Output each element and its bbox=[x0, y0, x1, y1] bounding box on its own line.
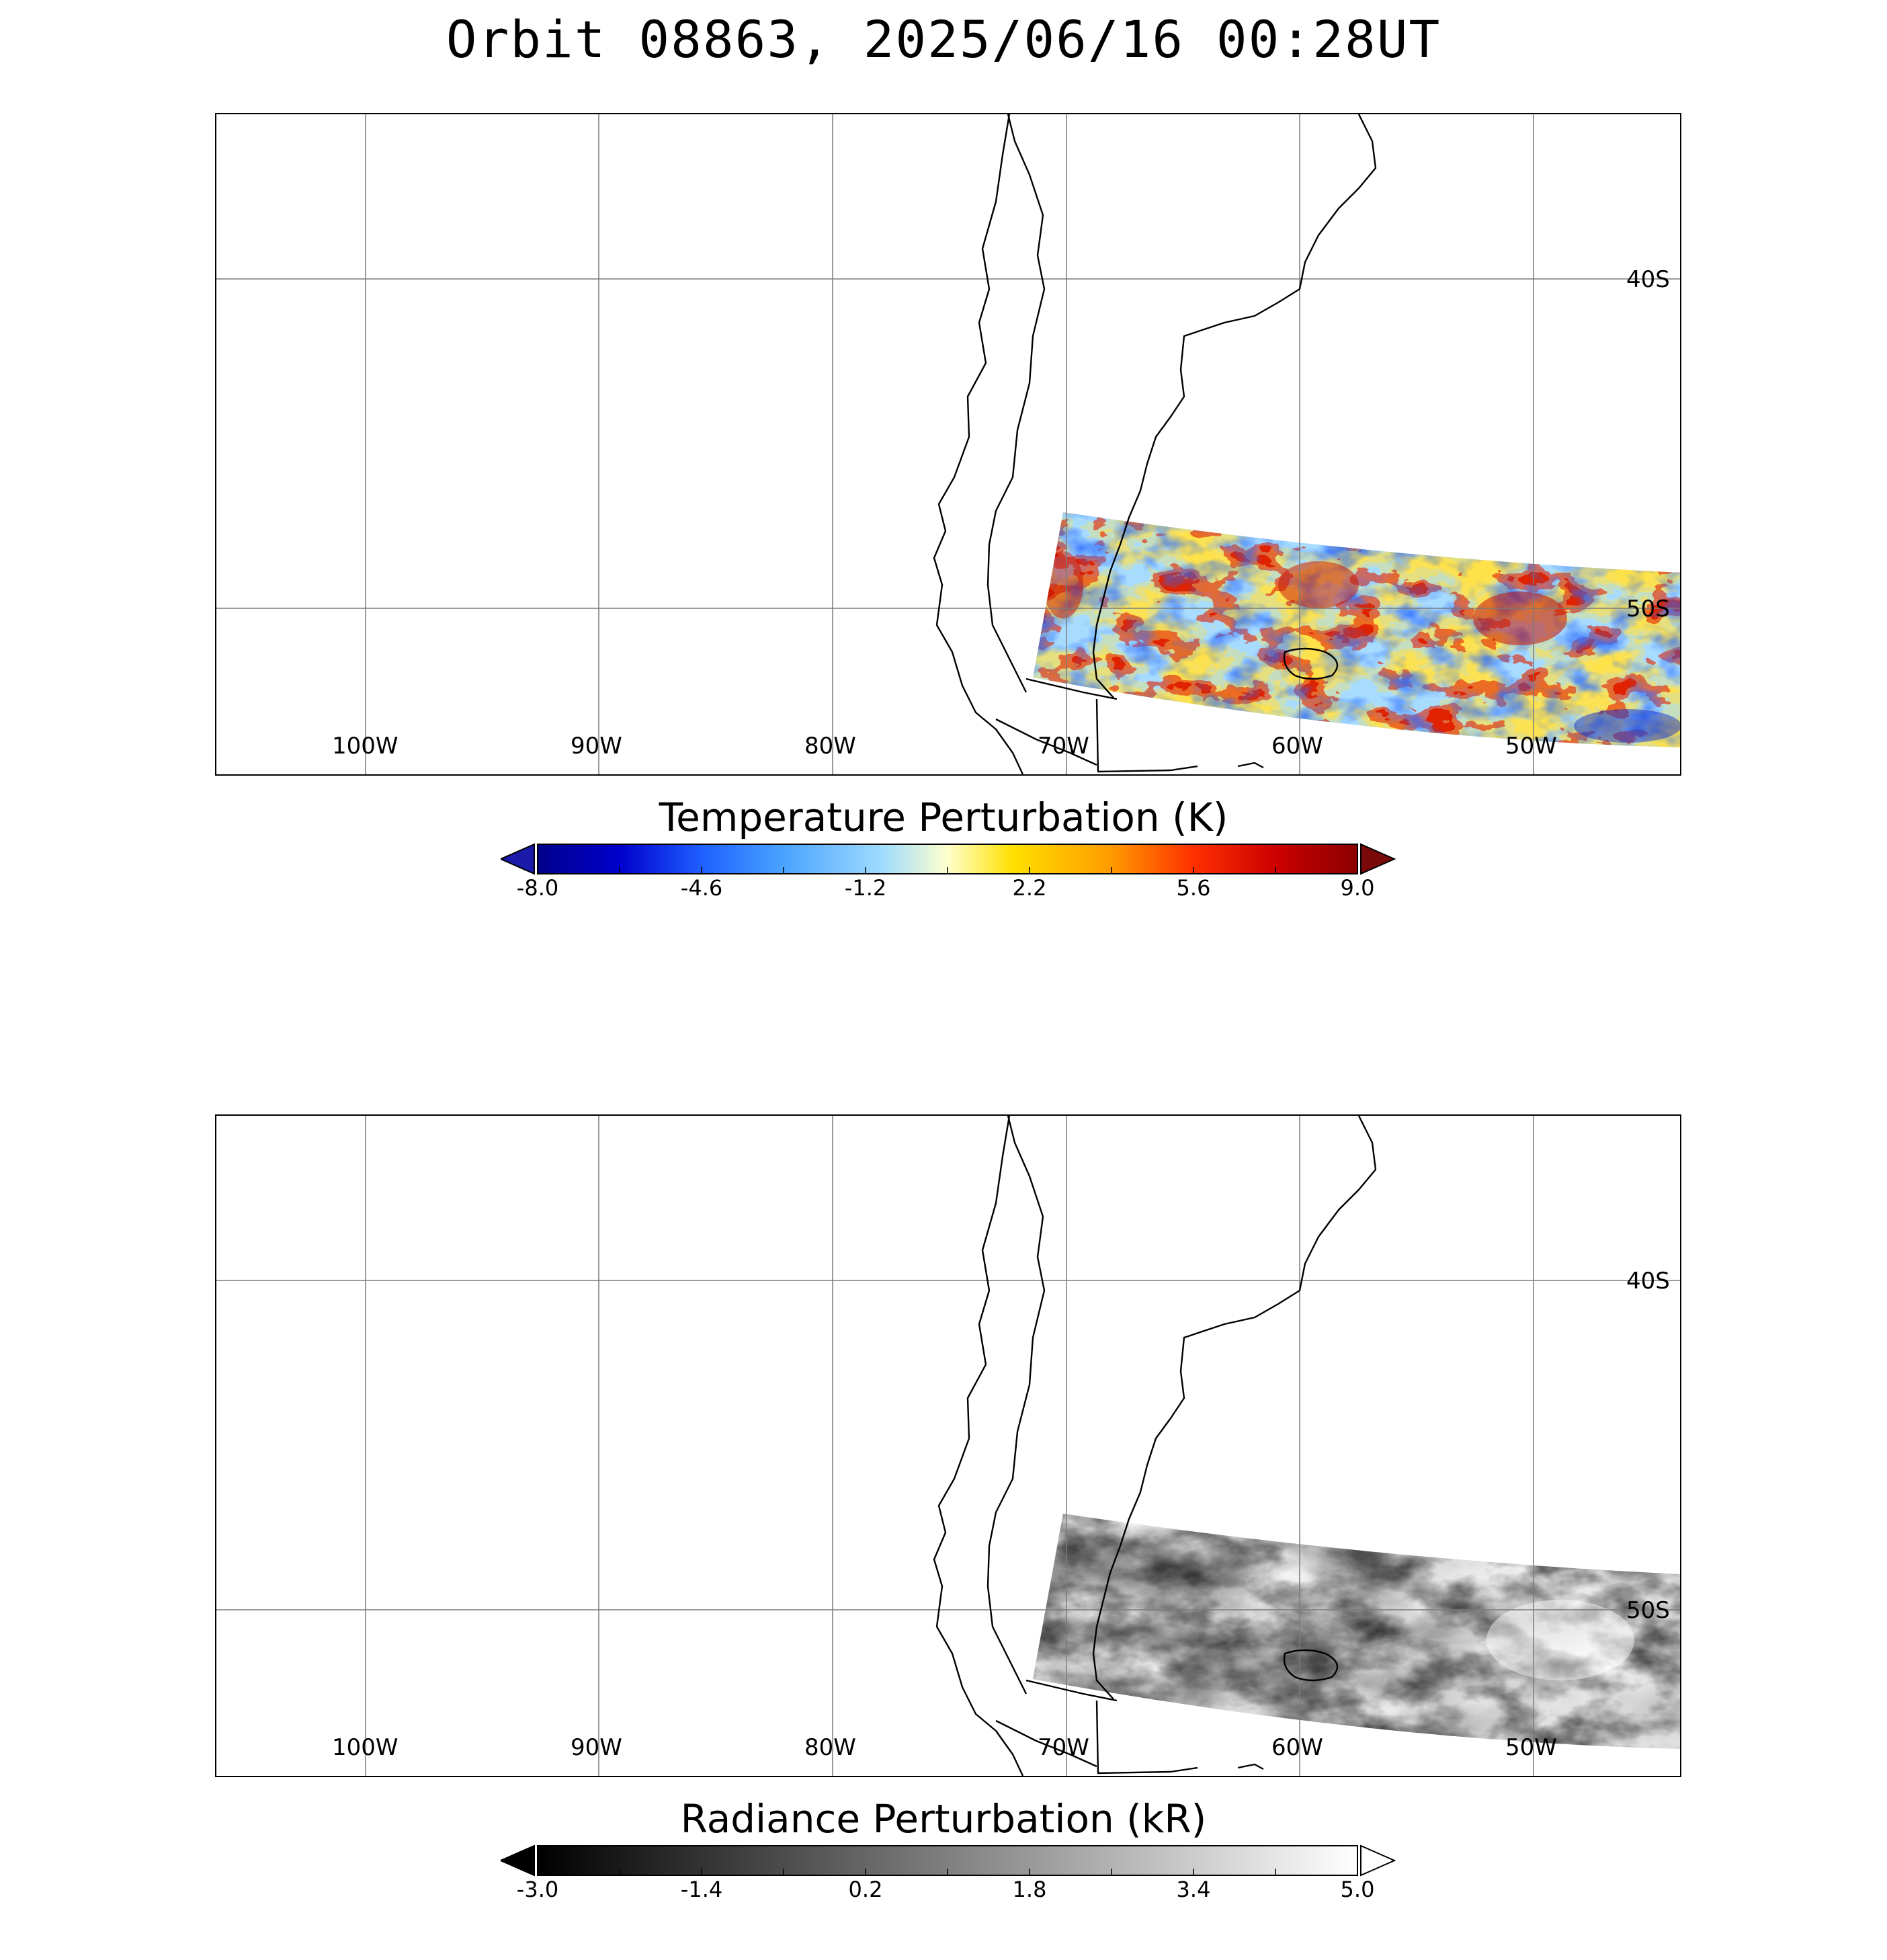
temperature-tick-2: -1.2 bbox=[844, 875, 887, 901]
lat-label-50s: 50S bbox=[1626, 1597, 1670, 1624]
temperature-tick-5: 9.0 bbox=[1340, 875, 1375, 901]
colorbar-low-extend bbox=[501, 843, 535, 875]
lat-label-50s: 50S bbox=[1626, 596, 1670, 622]
coastlines bbox=[933, 114, 1377, 774]
lon-label-80w: 80W bbox=[804, 1734, 856, 1761]
radiance-tick-4: 3.4 bbox=[1176, 1877, 1211, 1902]
lon-label-70w: 70W bbox=[1038, 1734, 1089, 1761]
lon-label-90w: 90W bbox=[571, 1734, 622, 1761]
figure-title: Orbit 08863, 2025/06/16 00:28UT bbox=[446, 9, 1441, 69]
lon-label-100w: 100W bbox=[332, 733, 399, 760]
lon-label-70w: 70W bbox=[1038, 733, 1089, 760]
coastlines bbox=[933, 1116, 1377, 1776]
radiance-colorbar bbox=[501, 1844, 1396, 1877]
lon-label-80w: 80W bbox=[804, 733, 856, 760]
radiance-tick-0: -3.0 bbox=[516, 1877, 559, 1902]
temperature-tick-1: -4.6 bbox=[680, 875, 723, 901]
lat-label-40s: 40S bbox=[1626, 1268, 1670, 1295]
temperature-map-svg bbox=[216, 114, 1680, 774]
temperature-tick-0: -8.0 bbox=[516, 875, 559, 901]
lon-label-100w: 100W bbox=[332, 1734, 399, 1761]
radiance-map-svg bbox=[216, 1116, 1680, 1776]
radiance-tick-3: 1.8 bbox=[1012, 1877, 1047, 1902]
temperature-tick-4: 5.6 bbox=[1176, 875, 1211, 901]
radiance-map-panel: 100W 90W 80W 70W 60W 50W 40S 50S bbox=[215, 1114, 1681, 1777]
colorbar-low-extend bbox=[501, 1844, 535, 1877]
radiance-tick-2: 0.2 bbox=[848, 1877, 883, 1902]
colorbar-high-extend bbox=[1360, 1844, 1396, 1877]
temperature-tick-3: 2.2 bbox=[1012, 875, 1047, 901]
lon-label-50w: 50W bbox=[1505, 1734, 1557, 1761]
map-gridlines bbox=[216, 114, 1680, 774]
map-gridlines bbox=[216, 1116, 1680, 1776]
temperature-map-panel: 100W 90W 80W 70W 60W 50W 40S 50S bbox=[215, 113, 1681, 776]
temperature-colorbar-title: Temperature Perturbation (K) bbox=[659, 794, 1228, 840]
radiance-tick-1: -1.4 bbox=[680, 1877, 723, 1902]
lon-label-60w: 60W bbox=[1271, 1734, 1323, 1761]
colorbar-high-extend bbox=[1360, 843, 1396, 875]
radiance-tick-5: 5.0 bbox=[1340, 1877, 1375, 1902]
lon-label-90w: 90W bbox=[571, 733, 622, 760]
radiance-colorbar-title: Radiance Perturbation (kR) bbox=[680, 1796, 1207, 1842]
temperature-colorbar bbox=[501, 843, 1396, 875]
lat-label-40s: 40S bbox=[1626, 266, 1670, 293]
lon-label-50w: 50W bbox=[1505, 733, 1557, 760]
lon-label-60w: 60W bbox=[1271, 733, 1323, 760]
